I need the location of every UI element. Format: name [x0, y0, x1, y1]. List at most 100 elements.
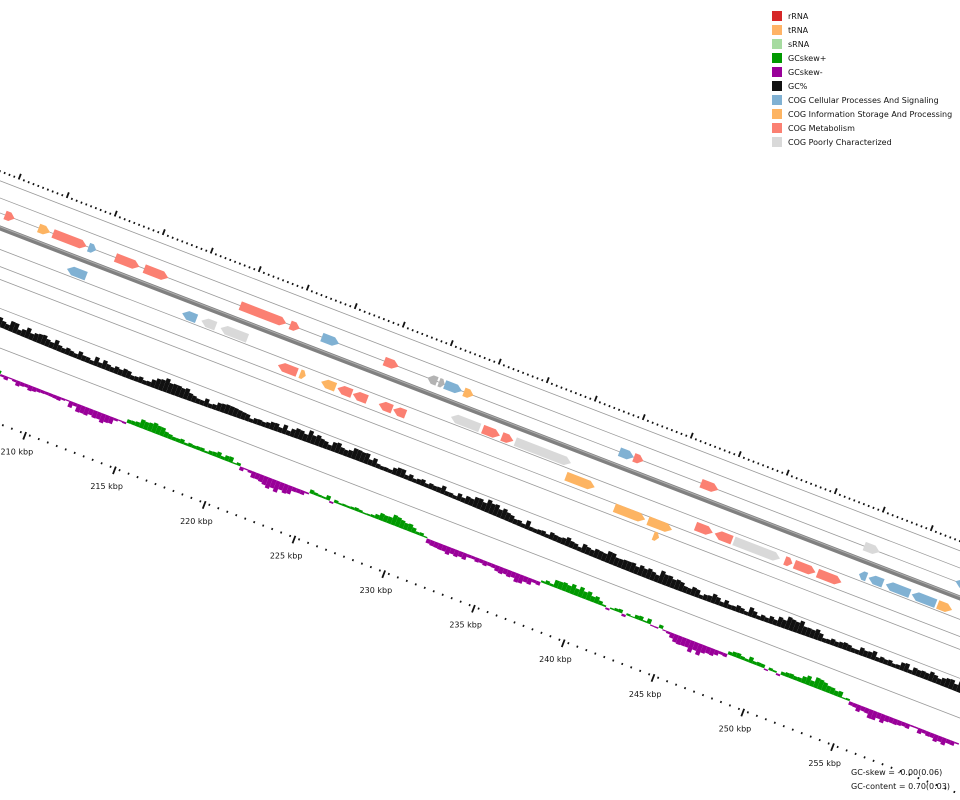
gc-bar — [536, 529, 542, 536]
gc-bar — [330, 441, 338, 453]
gc-bar — [833, 641, 840, 648]
gc-skew-positive-bar — [207, 450, 214, 456]
minor-tick — [694, 438, 697, 441]
gc-skew-positive-bar — [634, 614, 640, 620]
minor-tick — [781, 471, 784, 474]
gc-skew-positive-bar — [394, 516, 403, 528]
gc-bar — [919, 670, 927, 679]
gc-skew-negative-bar — [679, 636, 687, 647]
ruler-minor-tick — [100, 462, 103, 465]
gene-arrow — [612, 503, 646, 522]
minor-tick — [109, 212, 112, 215]
gc-skew-positive-bar — [126, 419, 132, 425]
gene-arrow — [699, 478, 719, 492]
gc-skew-positive-bar — [626, 613, 631, 617]
ruler-minor-tick — [630, 666, 633, 669]
ruler-minor-tick — [558, 638, 561, 641]
track-guide-line — [0, 266, 960, 638]
gc-skew-negative-bar — [269, 478, 277, 489]
gc-bar — [161, 378, 171, 393]
gc-skew-negative-bar — [11, 378, 17, 383]
gc-bar — [391, 467, 398, 476]
ruler-minor-tick — [423, 586, 426, 590]
gc-skew-positive-bar — [630, 615, 635, 619]
gc-skew-negative-bar — [940, 737, 947, 746]
minor-tick — [51, 190, 54, 193]
minor-tick — [3, 171, 6, 175]
gc-skew-negative-bar — [916, 727, 923, 735]
minor-tick — [521, 371, 525, 375]
gc-bar — [264, 421, 271, 429]
gc-bar — [190, 395, 198, 403]
minor-tick — [41, 186, 45, 190]
gene-arrow — [564, 471, 595, 490]
gc-skew-negative-bar — [285, 485, 293, 495]
gc-skew-negative-bar — [117, 419, 123, 423]
gc-skew-positive-bar — [829, 687, 836, 695]
gc-bar — [592, 548, 600, 559]
ruler-minor-tick — [37, 437, 40, 441]
gc-bar — [3, 323, 11, 331]
ruler-minor-tick — [10, 427, 13, 430]
gene-arrow — [955, 579, 960, 588]
gc-skew-track — [0, 370, 960, 746]
gene-arrow — [182, 311, 199, 323]
gc-skew-negative-bar — [35, 388, 42, 393]
gc-skew-negative-bar — [855, 704, 862, 713]
minor-tick — [224, 256, 227, 260]
gc-skew-positive-bar — [544, 580, 551, 586]
ruler-major-tick — [381, 570, 386, 579]
gc-skew-positive-bar — [370, 514, 376, 518]
minor-tick — [190, 243, 193, 247]
legend-label: rRNA — [788, 11, 809, 21]
ruler-minor-tick — [486, 610, 489, 614]
gene-arrow — [732, 536, 781, 561]
gc-skew-negative-bar — [904, 723, 911, 730]
minor-tick — [301, 286, 304, 289]
gc-skew-positive-bar — [788, 673, 795, 680]
minor-tick — [128, 219, 131, 223]
gc-skew-positive-bar — [552, 579, 560, 589]
minor-tick — [147, 227, 150, 230]
ruler-minor-tick — [351, 558, 355, 562]
gc-bar — [0, 316, 4, 328]
ruler-minor-tick — [405, 579, 408, 583]
minor-tick — [949, 536, 952, 539]
ruler-minor-tick — [306, 541, 310, 545]
gc-bar — [301, 433, 309, 442]
ruler-minor-tick — [136, 475, 139, 479]
gc-skew-positive-bar — [548, 582, 554, 587]
major-tick — [113, 210, 118, 217]
gc-skew-positive-bar — [223, 455, 230, 462]
gc-skew-positive-bar — [833, 690, 840, 697]
minor-tick — [200, 247, 203, 251]
ruler-minor-tick — [477, 607, 480, 610]
minor-tick — [761, 464, 765, 467]
minor-tick — [440, 340, 443, 343]
gc-skew-positive-bar — [219, 455, 226, 461]
gene-arrow — [443, 380, 462, 394]
minor-tick — [104, 210, 107, 214]
gc-bar — [532, 528, 538, 534]
ruler-minor-tick — [800, 731, 803, 735]
gc-bar — [492, 504, 501, 517]
minor-tick — [349, 304, 352, 308]
minor-tick — [430, 336, 433, 339]
gc-bar — [467, 498, 475, 507]
gc-skew-positive-bar — [820, 681, 829, 692]
minor-tick — [699, 440, 702, 443]
gc-bar — [476, 498, 484, 510]
gc-bar — [252, 417, 259, 425]
gc-skew-positive-bar — [780, 671, 786, 677]
gc-skew-negative-bar — [304, 491, 310, 495]
minor-tick — [89, 205, 93, 208]
gc-skew-positive-bar — [171, 436, 177, 442]
gc-bar — [370, 457, 379, 468]
gc-bar — [40, 334, 48, 346]
gc-bar — [455, 492, 463, 502]
ruler-label: 235 kbp — [449, 621, 482, 630]
major-tick — [497, 358, 502, 365]
minor-tick — [94, 206, 97, 210]
gc-skew-positive-bar — [540, 580, 546, 584]
gc-skew-negative-bar — [510, 571, 517, 579]
